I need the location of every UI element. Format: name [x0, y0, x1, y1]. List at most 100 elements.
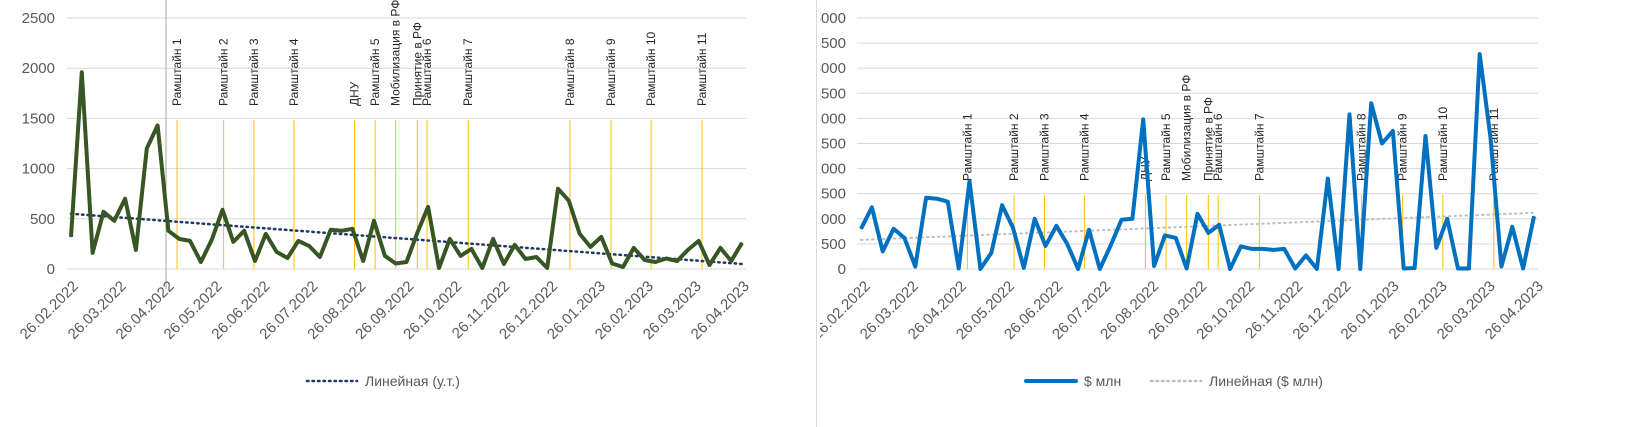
data-point	[546, 267, 548, 269]
data-point	[871, 206, 873, 208]
data-point	[200, 261, 202, 263]
y-tick-label: 4000	[820, 60, 846, 77]
data-point	[81, 71, 83, 73]
data-point	[643, 259, 646, 261]
data-point	[1468, 267, 1470, 270]
data-point	[1457, 267, 1459, 270]
data-point	[990, 252, 992, 254]
y-tick-label: 500	[821, 236, 846, 253]
data-point	[319, 256, 321, 258]
data-point	[1229, 268, 1231, 270]
data-point	[535, 256, 537, 258]
event-label: Рамштайн 2	[1007, 113, 1021, 181]
y-tick-label: 1500	[22, 110, 55, 127]
event-label: Рамштайн 1	[170, 38, 184, 106]
event-label: Принятие в РФ	[1201, 97, 1215, 181]
data-point	[1044, 245, 1047, 247]
y-tick-label: 1500	[820, 186, 846, 203]
data-point	[1511, 226, 1513, 228]
y-tick-label: 2000	[22, 60, 55, 77]
data-point	[1413, 267, 1416, 269]
data-point	[254, 260, 256, 262]
data-point	[492, 238, 494, 240]
data-point	[92, 252, 94, 254]
data-point	[1251, 248, 1253, 250]
event-label: Рамштайн 3	[247, 38, 261, 106]
data-point	[687, 249, 689, 251]
data-point	[135, 249, 137, 251]
data-point	[903, 237, 906, 239]
data-point	[1294, 267, 1296, 270]
data-point	[438, 267, 440, 269]
event-label: Рамштайн 9	[604, 38, 618, 106]
data-point	[1500, 265, 1503, 268]
data-point	[1489, 137, 1492, 140]
event-label: Рамштайн 1	[960, 113, 974, 181]
data-point	[665, 257, 667, 260]
data-point	[1479, 53, 1481, 55]
data-point	[1283, 248, 1285, 250]
data-point	[1186, 267, 1188, 270]
data-point	[1142, 118, 1144, 121]
data-point	[568, 200, 570, 202]
data-point	[178, 238, 180, 240]
data-point	[979, 268, 982, 270]
data-point	[1001, 204, 1003, 206]
data-point	[1207, 232, 1209, 234]
data-point	[70, 236, 72, 238]
data-point	[1392, 130, 1394, 132]
panel-divider	[816, 0, 817, 427]
data-point	[427, 206, 429, 208]
data-point	[730, 260, 732, 262]
event-label: Рамштайн 7	[461, 38, 475, 106]
data-point	[968, 180, 971, 182]
data-point	[395, 262, 397, 265]
data-point	[1012, 227, 1014, 229]
data-point	[1164, 234, 1166, 236]
data-point	[124, 198, 126, 200]
event-label: Рамштайн 6	[420, 38, 434, 106]
data-point	[102, 211, 105, 213]
event-label: Мобилизация в РФ	[1180, 75, 1194, 181]
data-point	[1066, 243, 1068, 245]
data-point	[1023, 267, 1025, 269]
data-point	[221, 209, 224, 211]
data-point	[1359, 268, 1361, 270]
legend-label-trend: Линейная ($ млн)	[1209, 373, 1323, 389]
data-point	[1338, 268, 1340, 270]
data-point	[189, 240, 191, 242]
y-tick-label: 0	[47, 261, 55, 278]
data-point	[1218, 224, 1220, 226]
data-point	[622, 266, 624, 268]
y-tick-label: 2000	[820, 161, 846, 178]
data-point	[1370, 102, 1372, 104]
data-point	[286, 257, 289, 259]
data-point	[1305, 254, 1307, 257]
data-point	[330, 229, 332, 231]
event-label: Рамштайн 8	[1354, 113, 1368, 181]
data-point	[557, 188, 559, 190]
data-point	[1175, 237, 1177, 239]
data-point	[1099, 268, 1101, 270]
data-point	[1381, 142, 1383, 145]
data-point	[524, 258, 527, 260]
event-label: Рамштайн 7	[1252, 113, 1266, 181]
event-label: Рамштайн 2	[217, 38, 231, 106]
legend-label-trend: Линейная (у.т.)	[365, 373, 460, 389]
data-point	[633, 247, 635, 249]
data-point	[340, 230, 343, 232]
data-point	[211, 239, 213, 241]
data-point	[146, 147, 148, 150]
data-point	[1077, 268, 1079, 270]
data-point	[1110, 244, 1112, 247]
data-point	[416, 232, 418, 234]
data-point	[1272, 249, 1275, 251]
data-point	[1316, 268, 1318, 270]
event-label: Рамштайн 4	[287, 38, 301, 106]
data-point	[860, 228, 862, 230]
data-point	[156, 124, 159, 127]
data-point	[351, 228, 353, 230]
event-label: ДНУ	[348, 81, 362, 106]
data-point	[503, 263, 505, 265]
data-point	[405, 261, 408, 263]
